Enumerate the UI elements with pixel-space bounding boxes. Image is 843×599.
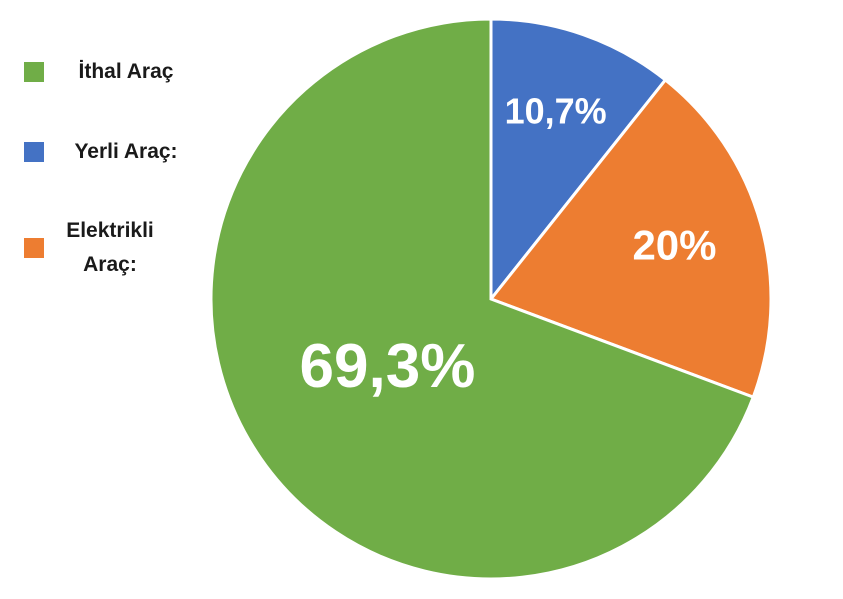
data-label: 10,7% [505, 90, 607, 131]
pie-slice [488, 77, 773, 400]
legend-swatch [24, 238, 44, 258]
data-label: 20% [632, 221, 716, 268]
legend-item: Yerli Araç: [24, 135, 192, 169]
legend-swatch [24, 62, 44, 82]
legend-label: İthal Araç [78, 60, 174, 83]
pie-slice [489, 17, 668, 304]
pie-slice [209, 17, 756, 581]
legend-label: Yerli Araç: [74, 140, 178, 163]
legend-item: İthal Araç [24, 55, 192, 89]
legend-item: Elektrikli Araç: [24, 214, 160, 282]
data-label: 69,3% [300, 332, 476, 401]
legend-swatch [24, 142, 44, 162]
legend-label: Elektrikli Araç: [66, 219, 154, 276]
